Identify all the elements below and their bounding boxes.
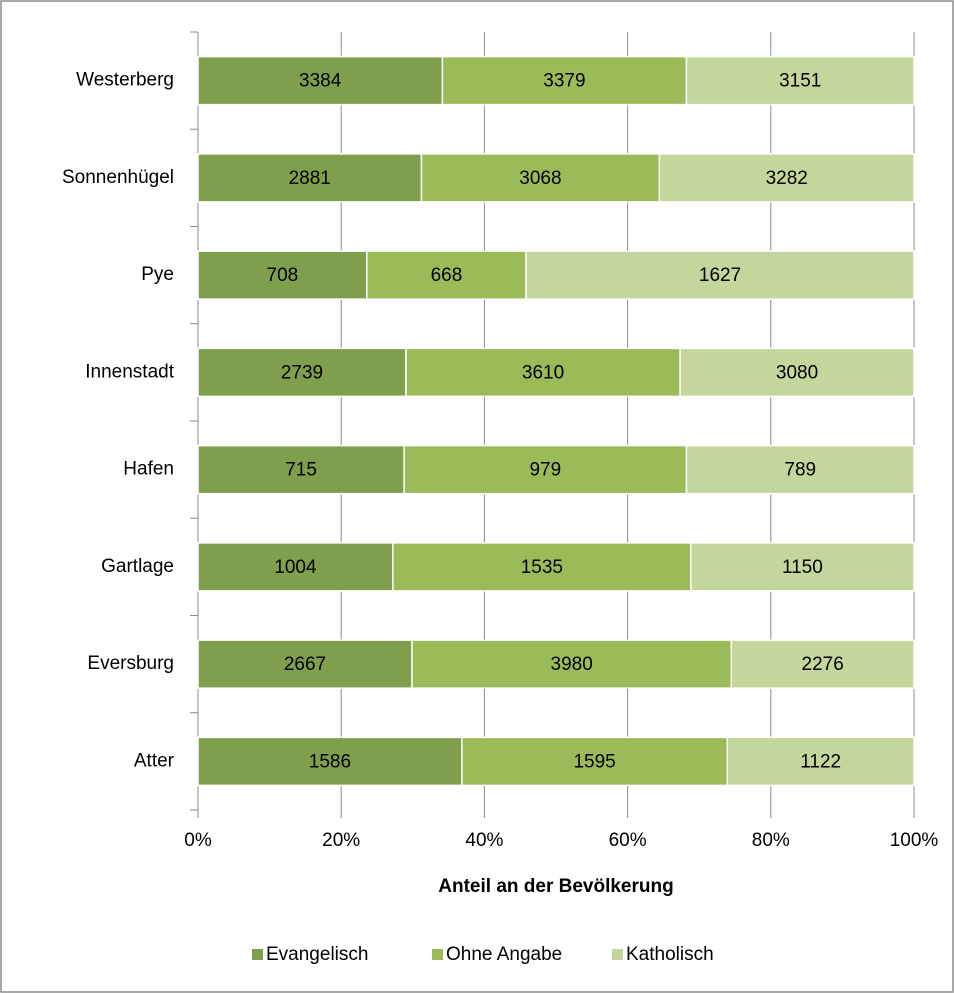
data-label: 1586 — [309, 751, 351, 772]
data-label: 1150 — [782, 557, 823, 578]
data-label: 1595 — [573, 751, 615, 772]
data-label: 708 — [267, 265, 299, 286]
data-label: 3151 — [779, 71, 821, 92]
bar-segment — [411, 639, 733, 689]
bar-segment — [685, 55, 915, 106]
x-tick-label: 40% — [465, 830, 503, 851]
data-label: 715 — [285, 460, 317, 481]
bar-segment — [730, 639, 915, 689]
x-tick-label: 80% — [752, 830, 790, 851]
legend-marker — [252, 949, 263, 960]
x-axis-title: Anteil an der Bevölkerung — [438, 876, 673, 897]
bar-segment — [726, 736, 915, 787]
bar-segment — [392, 542, 692, 592]
y-tick-label: Westerberg — [76, 70, 174, 91]
y-tick-label: Hafen — [123, 459, 174, 480]
legend-label: Ohne Angabe — [446, 944, 562, 965]
x-tick-label: 100% — [890, 830, 939, 851]
data-label: 3384 — [299, 71, 342, 92]
y-tick-label: Eversburg — [87, 653, 174, 674]
y-tick-label: Sonnenhügel — [62, 167, 174, 188]
data-label: 1004 — [274, 557, 317, 578]
data-label: 3980 — [551, 654, 593, 675]
bar-segment — [420, 153, 661, 203]
bar-segment — [197, 444, 405, 495]
legend-label: Katholisch — [626, 944, 714, 965]
data-label: 3282 — [766, 168, 808, 189]
x-tick-label: 20% — [322, 830, 360, 851]
bar-segment — [197, 639, 413, 689]
bar-segment — [197, 250, 368, 300]
y-tick-label: Pye — [141, 264, 174, 285]
data-label: 1627 — [699, 265, 741, 286]
bar-segment — [197, 736, 463, 787]
data-label: 3610 — [522, 362, 564, 383]
data-label: 2667 — [284, 654, 326, 675]
bar-segment — [403, 444, 688, 495]
legend-marker — [432, 949, 443, 960]
data-label: 789 — [784, 460, 816, 481]
y-tick-label: Innenstadt — [85, 361, 174, 382]
bar-segment — [441, 55, 688, 106]
bar-segment — [405, 347, 681, 398]
y-tick-label: Atter — [134, 750, 175, 771]
bar-segment — [197, 153, 423, 203]
data-label: 2881 — [289, 168, 331, 189]
x-tick-label: 0% — [184, 830, 212, 851]
data-label: 2739 — [281, 362, 323, 383]
x-tick-label: 60% — [609, 830, 647, 851]
bar-segment — [658, 153, 915, 203]
bar-segment — [366, 250, 527, 300]
bar-segment — [197, 55, 444, 106]
legend-marker — [612, 949, 623, 960]
data-label: 2276 — [802, 654, 844, 675]
bar-segment — [690, 542, 915, 592]
data-label: 668 — [431, 265, 463, 286]
legend-label: Evangelisch — [266, 944, 368, 965]
data-label: 3080 — [776, 362, 818, 383]
data-label: 1535 — [521, 557, 563, 578]
bar-segment — [525, 250, 915, 300]
data-label: 979 — [529, 460, 561, 481]
bar-segment — [197, 347, 407, 398]
bar-segment — [679, 347, 915, 398]
y-tick-label: Gartlage — [101, 556, 174, 577]
data-label: 1122 — [800, 751, 841, 772]
data-label: 3068 — [519, 168, 561, 189]
bar-segment — [685, 444, 915, 495]
data-label: 3379 — [543, 71, 585, 92]
